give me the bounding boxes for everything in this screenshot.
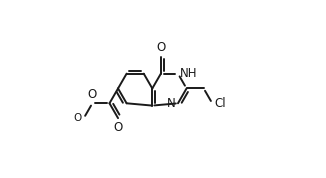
Text: O: O xyxy=(113,121,123,134)
Text: NH: NH xyxy=(180,67,198,80)
Text: O: O xyxy=(73,113,82,123)
Text: O: O xyxy=(88,88,97,101)
Text: O: O xyxy=(156,41,166,54)
Text: N: N xyxy=(167,97,176,110)
Text: Cl: Cl xyxy=(215,97,226,110)
